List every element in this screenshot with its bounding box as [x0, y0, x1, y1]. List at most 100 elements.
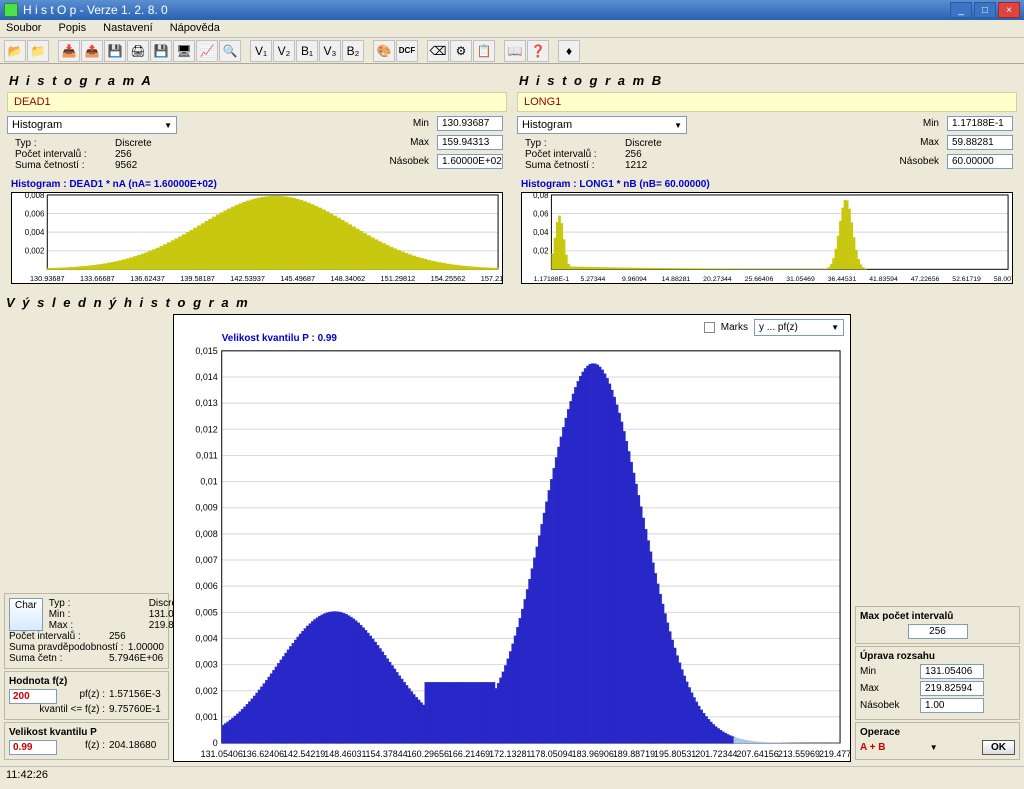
tool-v2-icon[interactable]: V₂ [273, 40, 295, 62]
tool-v3-icon[interactable]: V₃ [319, 40, 341, 62]
svg-text:0,004: 0,004 [195, 633, 217, 643]
hist-a-min[interactable]: 130.93687 [437, 116, 503, 131]
svg-text:189.88719: 189.88719 [613, 749, 655, 759]
svg-text:1.17188E-1: 1.17188E-1 [534, 276, 570, 283]
marks-checkbox[interactable] [704, 322, 715, 333]
menu-napoveda[interactable]: Nápověda [170, 22, 220, 34]
tool-palette-icon[interactable]: 🎨 [373, 40, 395, 62]
label: Min : [49, 609, 149, 620]
hist-a-chart: 0,0080,0060,0040,002130.93687133.6668713… [11, 192, 503, 284]
tool-about-icon[interactable]: ♦ [558, 40, 580, 62]
svg-text:0,01: 0,01 [200, 477, 217, 487]
operace-value: A + B [860, 742, 885, 753]
tool-dcf-icon[interactable]: DCF [396, 40, 418, 62]
operace-box: Operace A + B ▼ OK [855, 722, 1020, 760]
svg-text:139.58187: 139.58187 [180, 274, 215, 283]
svg-text:47.22656: 47.22656 [911, 276, 940, 283]
label: Max [920, 137, 939, 148]
label: Typ : [525, 138, 625, 149]
uprava-min[interactable]: 131.05406 [920, 664, 984, 679]
maximize-button[interactable]: □ [974, 2, 996, 18]
tool-b1-icon[interactable]: B₁ [296, 40, 318, 62]
tool-export-icon[interactable]: 📤 [81, 40, 103, 62]
minimize-button[interactable]: _ [950, 2, 972, 18]
menu-nastaveni[interactable]: Nastavení [103, 22, 153, 34]
maxpocet-input[interactable]: 256 [908, 624, 968, 639]
svg-text:183.96906: 183.96906 [572, 749, 614, 759]
menu-soubor[interactable]: Soubor [6, 22, 41, 34]
svg-text:52.61719: 52.61719 [952, 276, 981, 283]
svg-text:219.47781: 219.47781 [819, 749, 850, 759]
svg-text:0,011: 0,011 [196, 450, 218, 460]
value: 1.57156E-3 [109, 689, 161, 704]
tool-help-icon[interactable]: ❓ [527, 40, 549, 62]
tool-screen-icon[interactable]: 🖥 [173, 40, 195, 62]
hist-a-select[interactable]: Histogram ▼ [7, 116, 177, 134]
label: Max : [49, 620, 149, 631]
value: Discrete [115, 138, 152, 149]
app-icon [4, 3, 18, 17]
svg-text:41.83594: 41.83594 [869, 276, 898, 283]
label: Suma četn : [9, 653, 109, 664]
value: 256 [625, 149, 642, 160]
p-input[interactable]: 0.99 [9, 740, 57, 755]
label: Počet intervalů : [525, 149, 625, 160]
value: 256 [109, 631, 126, 642]
svg-text:0,008: 0,008 [25, 193, 45, 200]
label: Max [410, 137, 429, 148]
svg-text:0,006: 0,006 [25, 209, 45, 218]
svg-text:0,04: 0,04 [533, 228, 549, 237]
tool-v1-icon[interactable]: V₁ [250, 40, 272, 62]
tool-open-icon[interactable]: 📂 [4, 40, 26, 62]
tool-erase-icon[interactable]: ⌫ [427, 40, 449, 62]
tool-chart-icon[interactable]: 📈 [196, 40, 218, 62]
menu-popis[interactable]: Popis [59, 22, 87, 34]
tool-disk-icon[interactable]: 💾 [150, 40, 172, 62]
hist-a-nasobek[interactable]: 1.60000E+02 [437, 154, 503, 169]
label: pf(z) : [57, 689, 109, 704]
hist-b-select[interactable]: Histogram ▼ [517, 116, 687, 134]
z-input[interactable]: 200 [9, 689, 57, 704]
svg-text:31.05469: 31.05469 [786, 276, 815, 283]
tool-copy-icon[interactable]: 📋 [473, 40, 495, 62]
tool-open2-icon[interactable]: 📁 [27, 40, 49, 62]
uprava-max[interactable]: 219.82594 [920, 681, 984, 696]
char-button[interactable]: Char [9, 598, 43, 631]
histogram-a-panel: H i s t o g r a m A DEAD1 Histogram ▼ Ty… [4, 68, 510, 291]
value: 9.75760E-1 [109, 704, 161, 715]
tool-book-icon[interactable]: 📖 [504, 40, 526, 62]
svg-text:58.00781: 58.00781 [994, 276, 1012, 283]
svg-text:136.62406: 136.62406 [242, 749, 284, 759]
toolbar: 📂 📁 📥 📤 💾 🖨 💾 🖥 📈 🔍 V₁ V₂ B₁ V₃ B₂ 🎨 DCF… [0, 38, 1024, 64]
svg-text:0: 0 [213, 738, 218, 748]
svg-text:136.62437: 136.62437 [130, 274, 165, 283]
chevron-down-icon[interactable]: ▼ [930, 743, 938, 752]
tool-print-icon[interactable]: 🖨 [127, 40, 149, 62]
tool-props-icon[interactable]: ⚙ [450, 40, 472, 62]
svg-text:142.54219: 142.54219 [283, 749, 325, 759]
uprava-nasobek[interactable]: 1.00 [920, 698, 984, 713]
hist-b-min[interactable]: 1.17188E-1 [947, 116, 1013, 131]
svg-text:160.29656: 160.29656 [407, 749, 449, 759]
hist-b-nasobek[interactable]: 60.00000 [947, 154, 1013, 169]
svg-text:213.55969: 213.55969 [778, 749, 820, 759]
hist-a-max[interactable]: 159.94313 [437, 135, 503, 150]
histogram-b-panel: H i s t o g r a m B LONG1 Histogram ▼ Ty… [514, 68, 1020, 291]
svg-text:0,014: 0,014 [195, 372, 217, 382]
svg-text:9.96094: 9.96094 [622, 276, 647, 283]
tool-save-icon[interactable]: 💾 [104, 40, 126, 62]
tool-b2-icon[interactable]: B₂ [342, 40, 364, 62]
velikost-header: Velikost kvantilu P [9, 727, 164, 738]
svg-text:0,013: 0,013 [195, 398, 217, 408]
svg-text:25.66406: 25.66406 [745, 276, 774, 283]
close-button[interactable]: × [998, 2, 1020, 18]
hist-b-name: LONG1 [517, 92, 1017, 112]
svg-text:14.88281: 14.88281 [662, 276, 691, 283]
tool-zoom-icon[interactable]: 🔍 [219, 40, 241, 62]
tool-import-icon[interactable]: 📥 [58, 40, 80, 62]
hist-b-max[interactable]: 59.88281 [947, 135, 1013, 150]
ok-button[interactable]: OK [982, 740, 1015, 755]
result-dropdown[interactable]: y ... pf(z) ▼ [754, 319, 844, 336]
value: Discrete [625, 138, 662, 149]
hist-b-select-label: Histogram [522, 119, 572, 131]
